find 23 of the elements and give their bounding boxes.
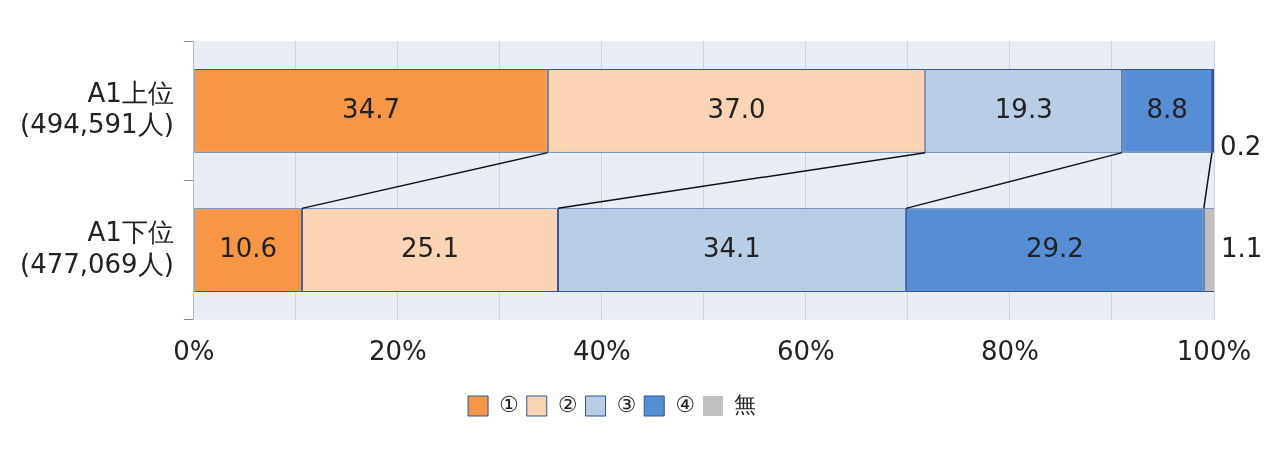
y-tick-label: A1下位 (477,069人): [19, 217, 174, 279]
legend-label: 無: [733, 391, 756, 417]
x-tick-label: 60%: [777, 336, 835, 367]
data-label: 19.3: [994, 93, 1053, 124]
y-tick-label: A1上位 (494,591人): [19, 78, 174, 140]
data-label: 0.2: [1220, 131, 1262, 162]
data-label: 1.1: [1221, 232, 1263, 263]
data-label: 37.0: [707, 93, 766, 124]
x-tick-label: 40%: [572, 336, 631, 367]
x-tick-label: 100%: [1176, 336, 1252, 367]
legend-label: ④: [675, 391, 695, 417]
x-tick-label: 20%: [368, 336, 427, 367]
legend-label: ①: [499, 391, 519, 417]
data-label: 34.7: [342, 93, 400, 124]
data-label: 29.2: [1025, 232, 1084, 263]
data-label: 34.1: [703, 232, 761, 263]
data-label: 10.6: [219, 232, 278, 263]
data-label: 8.8: [1146, 93, 1188, 124]
x-tick-label: 0%: [173, 336, 215, 367]
data-label: 25.1: [401, 232, 459, 263]
legend-label: ③: [616, 391, 637, 417]
x-tick-label: 80%: [981, 336, 1039, 367]
legend-label: ②: [557, 391, 578, 417]
